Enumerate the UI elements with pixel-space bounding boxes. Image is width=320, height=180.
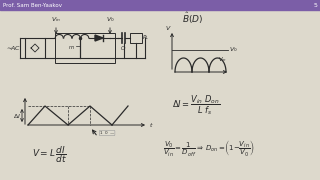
Polygon shape [95, 35, 103, 41]
Bar [130, 33, 142, 43]
Text: t: t [150, 123, 153, 127]
Bar [0, 0, 320, 10]
Text: 5: 5 [313, 3, 317, 8]
Text: $R_L$: $R_L$ [142, 33, 150, 42]
Text: nn: nn [69, 44, 75, 50]
Text: $\Delta I{=}\dfrac{V_{in}\;D_{on}}{L\;f_s}$: $\Delta I{=}\dfrac{V_{in}\;D_{on}}{L\;f_… [172, 93, 220, 117]
Text: $\sim\!\!AC$: $\sim\!\!AC$ [5, 44, 21, 52]
Text: $C_f$: $C_f$ [120, 45, 127, 53]
Bar [55, 33, 115, 63]
Text: 1  0  —: 1 0 — [100, 131, 114, 135]
Text: $V_{in}$: $V_{in}$ [218, 56, 227, 64]
Text: $\hat{B}(D)$: $\hat{B}(D)$ [182, 10, 204, 26]
Text: $V_0$: $V_0$ [106, 15, 114, 24]
Text: $V_{in}$: $V_{in}$ [51, 15, 61, 24]
Text: V: V [166, 26, 170, 30]
Text: $\Delta I$: $\Delta I$ [13, 111, 21, 120]
Text: $V_0$: $V_0$ [229, 46, 238, 55]
Bar [25, 38, 45, 58]
Text: $V = L\,\dfrac{dI}{dt}$: $V = L\,\dfrac{dI}{dt}$ [32, 145, 67, 165]
Text: Prof. Sam Ben-Yaakov: Prof. Sam Ben-Yaakov [3, 3, 62, 8]
Text: $\dfrac{V_0}{V_{in}}{=}\dfrac{1}{D_{off}}{\Rightarrow}\;D_{on}{=}\!\left(1{-}\df: $\dfrac{V_0}{V_{in}}{=}\dfrac{1}{D_{off}… [163, 138, 255, 158]
